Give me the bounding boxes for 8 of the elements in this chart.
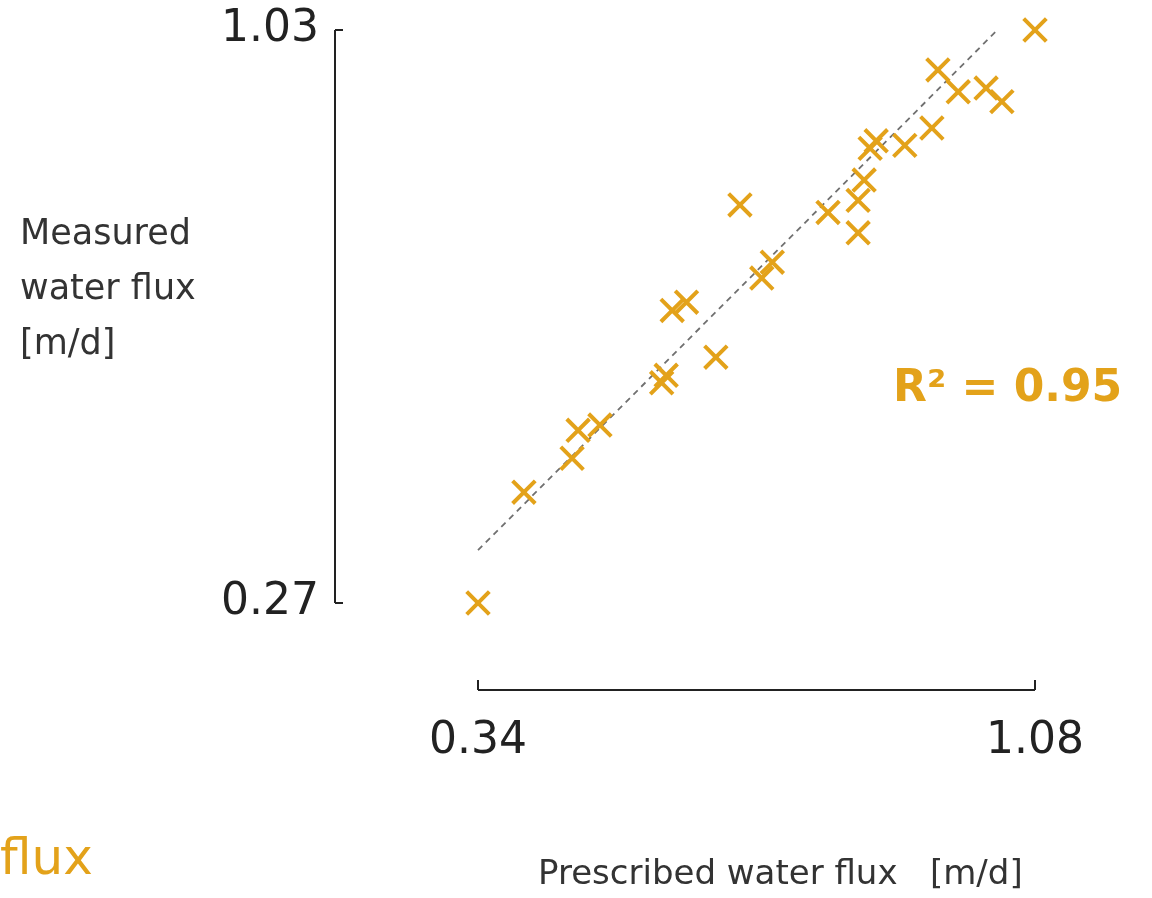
text: flux xyxy=(0,828,93,886)
annotation: R² = 0.95 xyxy=(893,360,1123,411)
y-axis-title: Measured water flux [m/d] xyxy=(20,211,197,364)
y-tick-label: 0.27 xyxy=(221,573,319,625)
y-tick-label: 1.03 xyxy=(221,0,319,52)
x-tick-label: 1.08 xyxy=(986,712,1084,764)
x-axis-title: Prescribed water flux [m/d] xyxy=(538,852,1023,892)
x-tick-label: 0.34 xyxy=(429,712,527,764)
